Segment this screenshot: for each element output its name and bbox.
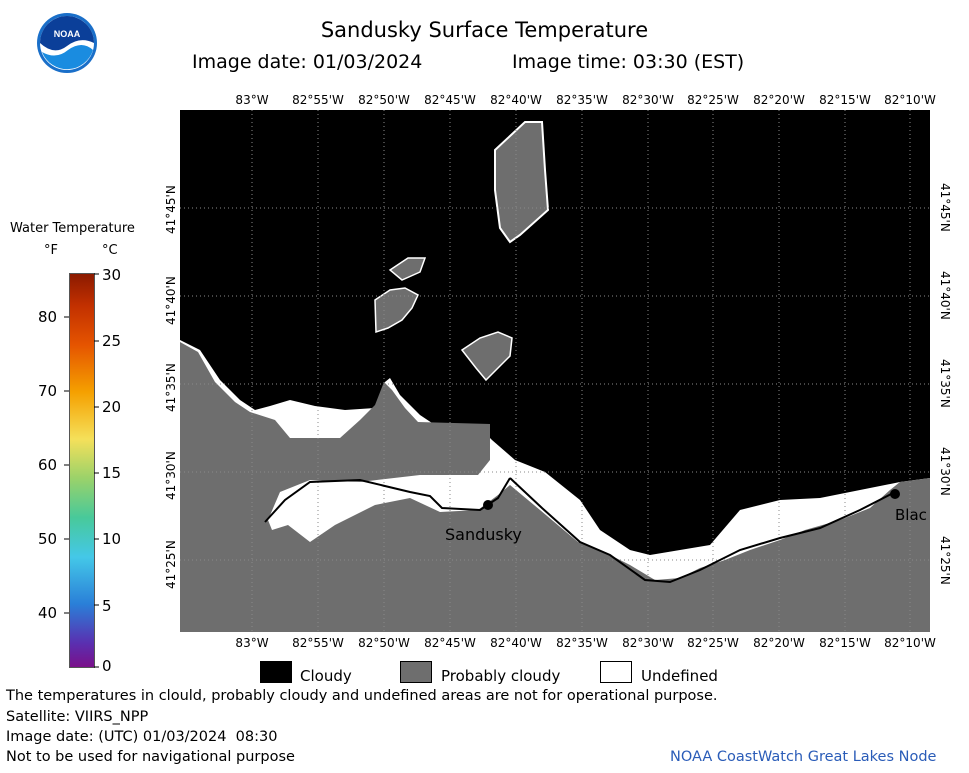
f-tick-50: 50 bbox=[38, 530, 58, 548]
colorbar bbox=[69, 273, 95, 668]
probably-cloudy-patch bbox=[388, 257, 427, 281]
legend-swatch-probably-cloudy bbox=[400, 661, 432, 683]
bottom-lon-label: 82°40'W bbox=[490, 636, 542, 650]
colorbar-ticks bbox=[64, 273, 99, 668]
bottom-lon-label: 82°20'W bbox=[753, 636, 805, 650]
right-lat-label: 41°25'N bbox=[938, 536, 952, 585]
sandusky-marker bbox=[483, 500, 493, 510]
image-time: Image time: 03:30 (EST) bbox=[512, 51, 745, 73]
noaa-logo-icon: NOAA bbox=[37, 13, 97, 73]
temperature-map bbox=[180, 110, 930, 632]
right-lat-label: 41°30'N bbox=[938, 447, 952, 496]
graticule bbox=[180, 110, 930, 632]
c-tick-20: 20 bbox=[102, 398, 122, 416]
bottom-lon-label: 82°55'W bbox=[292, 636, 344, 650]
top-lon-label: 82°10'W bbox=[884, 93, 936, 107]
bottom-lon-label: 82°30'W bbox=[622, 636, 674, 650]
top-lon-label: 82°15'W bbox=[819, 93, 871, 107]
page-title: Sandusky Surface Temperature bbox=[320, 18, 649, 42]
c-tick-5: 5 bbox=[102, 597, 112, 615]
c-tick-0: 0 bbox=[102, 657, 112, 675]
legend-label-undefined: Undefined bbox=[641, 667, 718, 685]
probably-cloudy-patch bbox=[374, 287, 419, 334]
top-lon-label: 82°35'W bbox=[556, 93, 608, 107]
bottom-lon-label: 82°15'W bbox=[819, 636, 871, 650]
bottom-lon-label: 82°35'W bbox=[556, 636, 608, 650]
right-lat-label: 41°45'N bbox=[938, 183, 952, 232]
f-tick-40: 40 bbox=[38, 604, 58, 622]
legend-swatch-undefined bbox=[600, 661, 632, 683]
top-lon-label: 82°45'W bbox=[424, 93, 476, 107]
city-label-right: Blac bbox=[895, 506, 927, 524]
c-tick-10: 10 bbox=[102, 530, 122, 548]
satellite-text: Satellite: VIIRS_NPP bbox=[6, 709, 149, 725]
top-lon-label: 82°30'W bbox=[622, 93, 674, 107]
right-lat-label: 41°40'N bbox=[938, 271, 952, 320]
land-area bbox=[180, 342, 930, 632]
left-lat-label: 41°40'N bbox=[164, 276, 178, 325]
left-lat-label: 41°25'N bbox=[164, 540, 178, 589]
legend-swatch-cloudy bbox=[260, 661, 292, 683]
c-tick-15: 15 bbox=[102, 464, 122, 482]
right-lat-label: 41°35'N bbox=[938, 359, 952, 408]
colorbar-title: Water Temperature bbox=[10, 221, 135, 236]
colorbar-unit-f: °F bbox=[44, 243, 58, 258]
bottom-lon-label: 82°50'W bbox=[358, 636, 410, 650]
city-marker-right bbox=[890, 489, 900, 499]
bottom-lon-label: 82°10'W bbox=[884, 636, 936, 650]
top-lon-label: 82°50'W bbox=[358, 93, 410, 107]
left-lat-label: 41°35'N bbox=[164, 363, 178, 412]
legend-label-probably-cloudy: Probably cloudy bbox=[441, 667, 561, 685]
legend-label-cloudy: Cloudy bbox=[300, 667, 352, 685]
noaa-logo-text: NOAA bbox=[54, 29, 81, 39]
probably-cloudy-patch bbox=[494, 121, 550, 244]
f-tick-60: 60 bbox=[38, 456, 58, 474]
top-lon-label: 82°40'W bbox=[490, 93, 542, 107]
noaa-logo: NOAA bbox=[36, 12, 98, 74]
bottom-lon-label: 82°45'W bbox=[424, 636, 476, 650]
disclaimer-text: The temperatures in clould, probably clo… bbox=[6, 688, 718, 704]
f-tick-80: 80 bbox=[38, 308, 58, 326]
probably-cloudy-patch bbox=[460, 331, 513, 382]
bottom-lon-label: 82°25'W bbox=[687, 636, 739, 650]
top-lon-label: 83°W bbox=[235, 93, 269, 107]
top-lon-label: 82°55'W bbox=[292, 93, 344, 107]
colorbar-unit-c: °C bbox=[102, 243, 118, 258]
utc-date-text: Image date: (UTC) 01/03/2024 08:30 bbox=[6, 729, 278, 745]
bottom-lon-label: 83°W bbox=[235, 636, 269, 650]
left-lat-label: 41°45'N bbox=[164, 185, 178, 234]
top-lon-label: 82°25'W bbox=[687, 93, 739, 107]
credit-text: NOAA CoastWatch Great Lakes Node bbox=[670, 749, 937, 765]
top-lon-label: 82°20'W bbox=[753, 93, 805, 107]
c-tick-30: 30 bbox=[102, 266, 122, 284]
city-label-sandusky: Sandusky bbox=[445, 525, 522, 544]
nav-warning-text: Not to be used for navigational purpose bbox=[6, 749, 295, 765]
f-tick-70: 70 bbox=[38, 382, 58, 400]
c-tick-25: 25 bbox=[102, 332, 122, 350]
image-date: Image date: 01/03/2024 bbox=[192, 51, 423, 73]
left-lat-label: 41°30'N bbox=[164, 451, 178, 500]
